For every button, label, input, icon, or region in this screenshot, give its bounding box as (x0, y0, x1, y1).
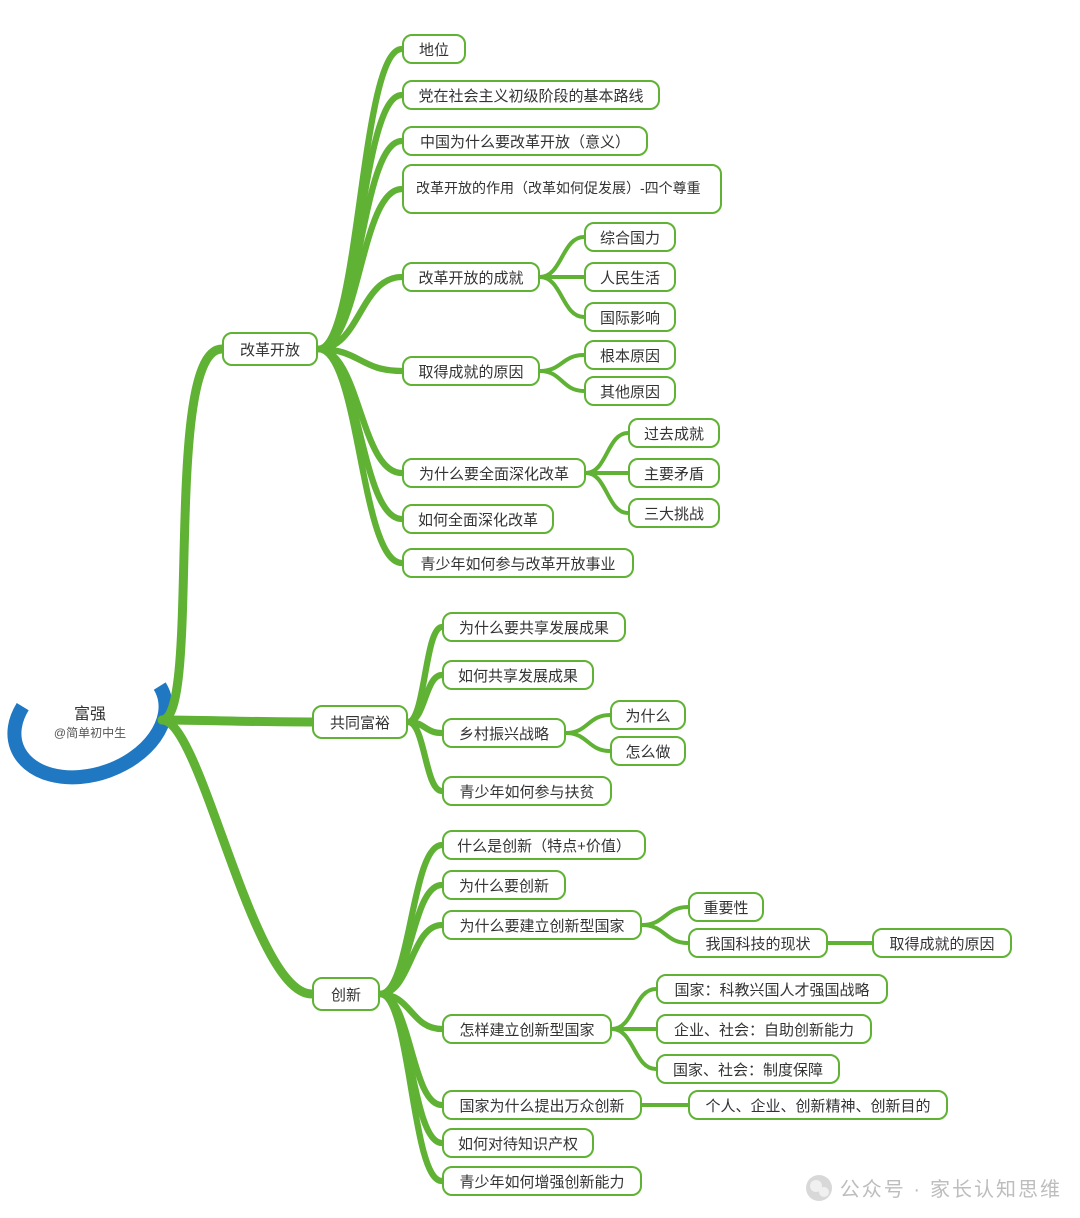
mindmap-node: 改革开放的成就 (402, 262, 540, 292)
mindmap-node: 国家为什么提出万众创新 (442, 1090, 642, 1120)
mindmap-node: 改革开放的作用（改革如何促发展）-四个尊重 (402, 164, 722, 214)
mindmap-node: 什么是创新（特点+价值） (442, 830, 646, 860)
mindmap-node: 取得成就的原因 (402, 356, 540, 386)
mindmap-node: 国际影响 (584, 302, 676, 332)
root-node: 富强@简单初中生 (30, 700, 150, 740)
root-title: 富强 (74, 700, 106, 724)
mindmap-node: 怎样建立创新型国家 (442, 1014, 612, 1044)
mindmap-node: 青少年如何参与改革开放事业 (402, 548, 634, 578)
mindmap-node: 青少年如何参与扶贫 (442, 776, 612, 806)
wechat-icon (806, 1175, 832, 1201)
mindmap-node: 重要性 (688, 892, 764, 922)
mindmap-node: 我国科技的现状 (688, 928, 828, 958)
mindmap-node: 为什么要全面深化改革 (402, 458, 586, 488)
mindmap-node: 国家、社会：制度保障 (656, 1054, 840, 1084)
mindmap-node: 为什么要建立创新型国家 (442, 910, 642, 940)
mindmap-node: 创新 (312, 977, 380, 1011)
mindmap-node: 乡村振兴战略 (442, 718, 566, 748)
mindmap-node: 怎么做 (610, 736, 686, 766)
mindmap-node: 如何对待知识产权 (442, 1128, 594, 1158)
mindmap-node: 为什么 (610, 700, 686, 730)
mindmap-node: 如何共享发展成果 (442, 660, 594, 690)
mindmap-node: 三大挑战 (628, 498, 720, 528)
mindmap-node: 青少年如何增强创新能力 (442, 1166, 642, 1196)
mindmap-node: 取得成就的原因 (872, 928, 1012, 958)
mindmap-node: 如何全面深化改革 (402, 504, 554, 534)
mindmap-node: 主要矛盾 (628, 458, 720, 488)
mindmap-node: 企业、社会：自助创新能力 (656, 1014, 872, 1044)
mindmap-node: 共同富裕 (312, 705, 408, 739)
mindmap-node: 综合国力 (584, 222, 676, 252)
mindmap-node: 为什么要创新 (442, 870, 566, 900)
watermark-prefix: 公众号 · (840, 1173, 922, 1202)
mindmap-node: 改革开放 (222, 332, 318, 366)
mindmap-node: 国家：科教兴国人才强国战略 (656, 974, 888, 1004)
mindmap-node: 根本原因 (584, 340, 676, 370)
watermark: 公众号 · 家长认知思维 (806, 1173, 1062, 1202)
mindmap-node: 为什么要共享发展成果 (442, 612, 626, 642)
mindmap-node: 其他原因 (584, 376, 676, 406)
mindmap-node: 个人、企业、创新精神、创新目的 (688, 1090, 948, 1120)
mindmap-node: 党在社会主义初级阶段的基本路线 (402, 80, 660, 110)
mindmap-node: 中国为什么要改革开放（意义） (402, 126, 648, 156)
watermark-text: 家长认知思维 (930, 1173, 1062, 1202)
mindmap-node: 地位 (402, 34, 466, 64)
mindmap-node: 过去成就 (628, 418, 720, 448)
mindmap-node: 人民生活 (584, 262, 676, 292)
root-subtitle: @简单初中生 (54, 724, 126, 741)
